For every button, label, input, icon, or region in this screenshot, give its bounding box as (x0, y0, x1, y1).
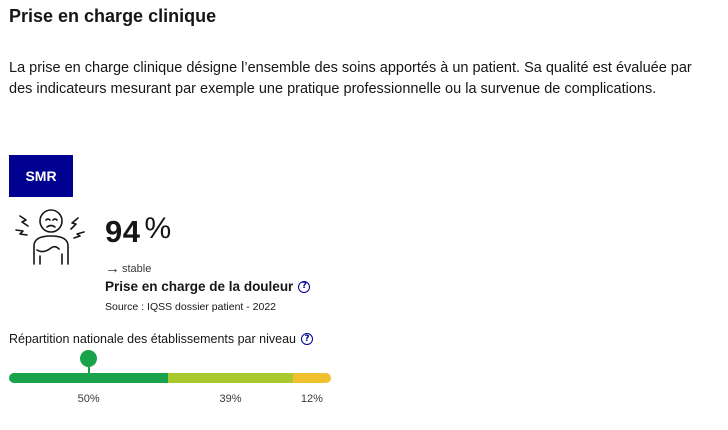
distribution-segment-label: 39% (219, 393, 242, 405)
distribution-title: Répartition nationale des établissements… (9, 332, 313, 346)
trend-label: stable (122, 262, 152, 275)
distribution-segment (9, 373, 169, 383)
indicator-number: 94 (105, 214, 141, 249)
level-marker (80, 350, 98, 367)
distribution-segment-label: 50% (77, 393, 100, 405)
patient-pain-icon (15, 209, 85, 265)
question-circle-icon[interactable]: ? (300, 333, 313, 345)
section-description: La prise en charge clinique désigne l’en… (9, 60, 692, 97)
service-badge: SMR (9, 155, 73, 197)
level-marker-stem (87, 362, 90, 375)
question-circle-icon[interactable]: ? (298, 280, 311, 293)
indicator-unit: % (144, 212, 172, 245)
distribution-segment (168, 373, 293, 383)
indicator-source: Source : IQSS dossier patient - 2022 (105, 301, 277, 313)
distribution-bar (9, 373, 331, 383)
indicator-title: Prise en charge de la douleur ? (105, 279, 311, 294)
indicator-value: 94% (105, 212, 172, 250)
distribution-segment (292, 373, 331, 383)
distribution-label: Répartition nationale des établissements… (9, 332, 296, 346)
distribution-segment-label: 12% (300, 393, 323, 405)
indicator-label: Prise en charge de la douleur (105, 279, 294, 294)
section-title: Prise en charge clinique (9, 6, 217, 26)
trend: → stable (105, 260, 151, 277)
arrow-right-icon: → (105, 260, 120, 277)
